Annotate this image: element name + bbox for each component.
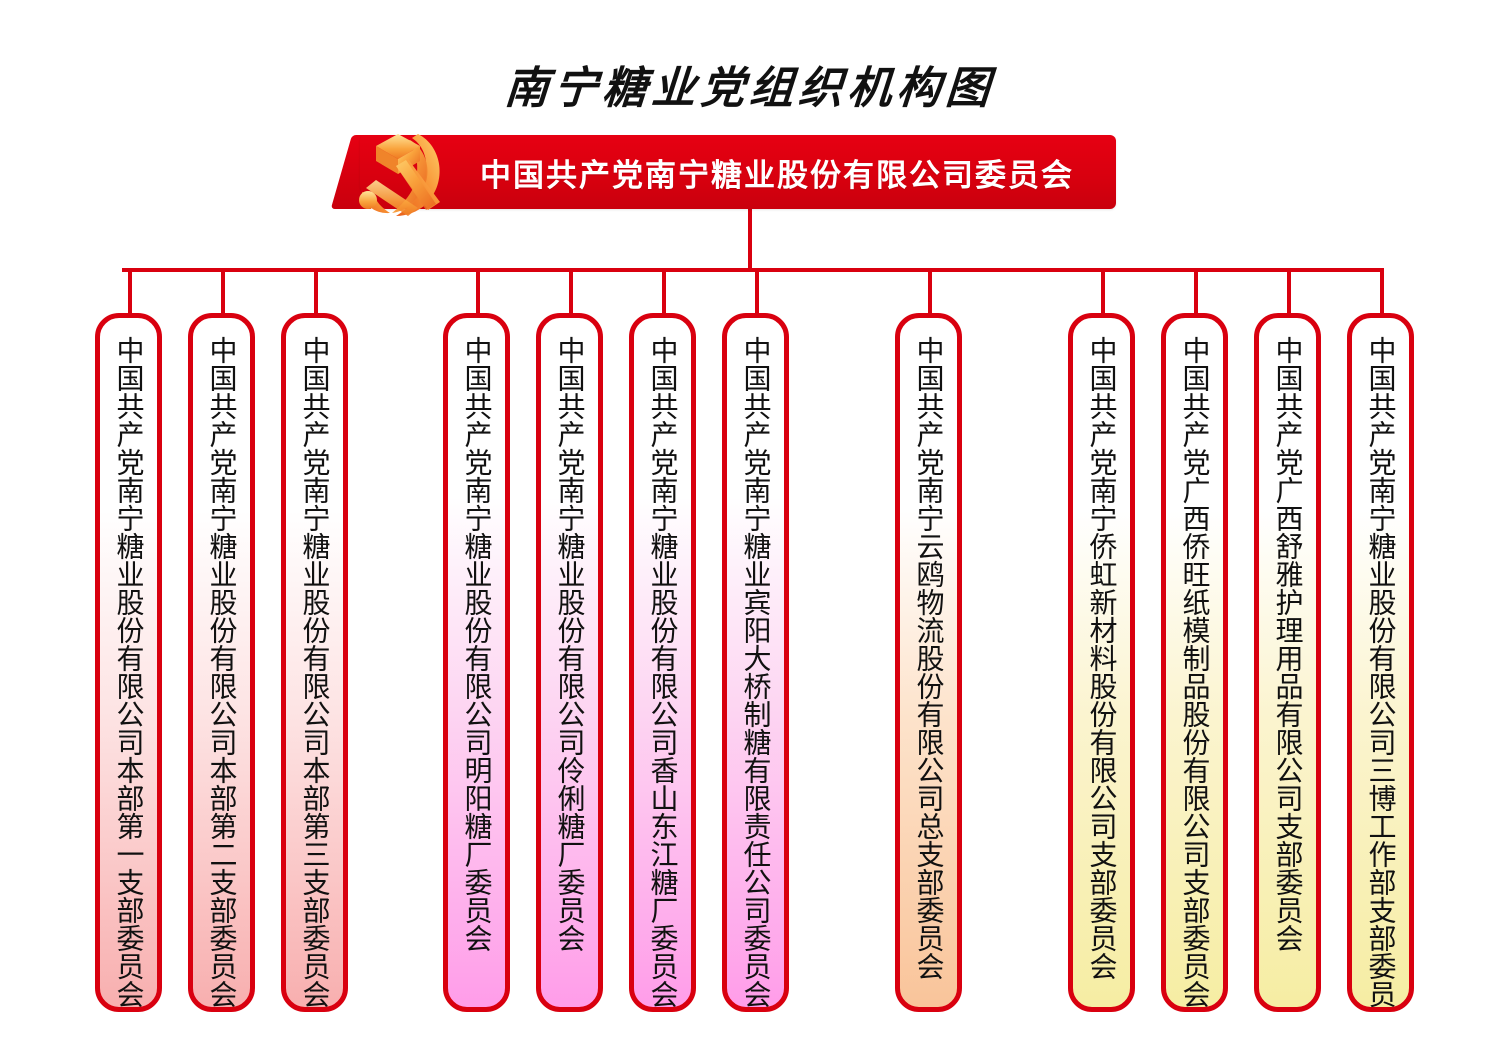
connector-drop-10 <box>1194 268 1198 316</box>
leaf-node-label: 中国共产党广西侨旺纸模制品股份有限公司支部委员会 <box>1178 336 1212 1008</box>
connector-drop-7 <box>755 268 759 316</box>
leaf-node-10[interactable]: 中国共产党广西侨旺纸模制品股份有限公司支部委员会 <box>1161 313 1228 1012</box>
connector-drop-11 <box>1287 268 1291 316</box>
leaf-node-8[interactable]: 中国共产党南宁云鸥物流股份有限公司总支部委员会 <box>895 313 962 1012</box>
leaf-node-label: 中国共产党南宁糖业股份有限公司本部第一支部委员会 <box>112 336 146 1008</box>
root-node-banner[interactable]: 中国共产党南宁糖业股份有限公司委员会 <box>360 135 1116 209</box>
connector-drop-9 <box>1101 268 1105 316</box>
leaf-node-label: 中国共产党南宁云鸥物流股份有限公司总支部委员会 <box>912 336 946 980</box>
connector-drop-4 <box>476 268 480 316</box>
connector-drop-8 <box>928 268 932 316</box>
leaf-node-label: 中国共产党南宁侨虹新材料股份有限公司支部委员会 <box>1085 336 1119 980</box>
connector-drop-1 <box>128 268 132 316</box>
connector-drop-3 <box>314 268 318 316</box>
leaf-node-5[interactable]: 中国共产党南宁糖业股份有限公司伶俐糖厂委员会 <box>536 313 603 1012</box>
page-title: 南宁糖业党组织机构图 <box>502 63 997 114</box>
connector-drop-12 <box>1380 268 1384 316</box>
leaf-node-label: 中国共产党南宁糖业股份有限公司三博工作部支部委员会 <box>1364 336 1398 1012</box>
root-node-label: 中国共产党南宁糖业股份有限公司委员会 <box>480 157 1074 193</box>
leaf-node-label: 中国共产党南宁糖业股份有限公司香山东江糖厂委员会 <box>646 336 680 1008</box>
leaf-node-label: 中国共产党南宁糖业宾阳大桥制糖有限责任公司委员会 <box>739 336 773 1008</box>
connector-drop-5 <box>569 268 573 316</box>
connector-root-vertical <box>748 209 752 271</box>
leaf-node-3[interactable]: 中国共产党南宁糖业股份有限公司本部第三支部委员会 <box>281 313 348 1012</box>
connector-drop-6 <box>662 268 666 316</box>
leaf-node-12[interactable]: 中国共产党南宁糖业股份有限公司三博工作部支部委员会 <box>1347 313 1414 1012</box>
leaf-node-label: 中国共产党南宁糖业股份有限公司伶俐糖厂委员会 <box>553 336 587 952</box>
leaf-node-label: 中国共产党南宁糖业股份有限公司本部第二支部委员会 <box>205 336 239 1008</box>
leaf-node-label: 中国共产党广西舒雅护理用品有限公司支部委员会 <box>1271 336 1305 952</box>
leaf-node-7[interactable]: 中国共产党南宁糖业宾阳大桥制糖有限责任公司委员会 <box>722 313 789 1012</box>
leaf-node-9[interactable]: 中国共产党南宁侨虹新材料股份有限公司支部委员会 <box>1068 313 1135 1012</box>
party-emblem-hammer-sickle-icon <box>346 126 450 218</box>
connector-horizontal-bus <box>122 268 1382 272</box>
leaf-node-label: 中国共产党南宁糖业股份有限公司本部第三支部委员会 <box>298 336 332 1008</box>
leaf-node-label: 中国共产党南宁糖业股份有限公司明阳糖厂委员会 <box>460 336 494 952</box>
leaf-node-2[interactable]: 中国共产党南宁糖业股份有限公司本部第二支部委员会 <box>188 313 255 1012</box>
leaf-node-4[interactable]: 中国共产党南宁糖业股份有限公司明阳糖厂委员会 <box>443 313 510 1012</box>
leaf-node-1[interactable]: 中国共产党南宁糖业股份有限公司本部第一支部委员会 <box>95 313 162 1012</box>
leaf-node-11[interactable]: 中国共产党广西舒雅护理用品有限公司支部委员会 <box>1254 313 1321 1012</box>
connector-drop-2 <box>221 268 225 316</box>
leaf-node-6[interactable]: 中国共产党南宁糖业股份有限公司香山东江糖厂委员会 <box>629 313 696 1012</box>
